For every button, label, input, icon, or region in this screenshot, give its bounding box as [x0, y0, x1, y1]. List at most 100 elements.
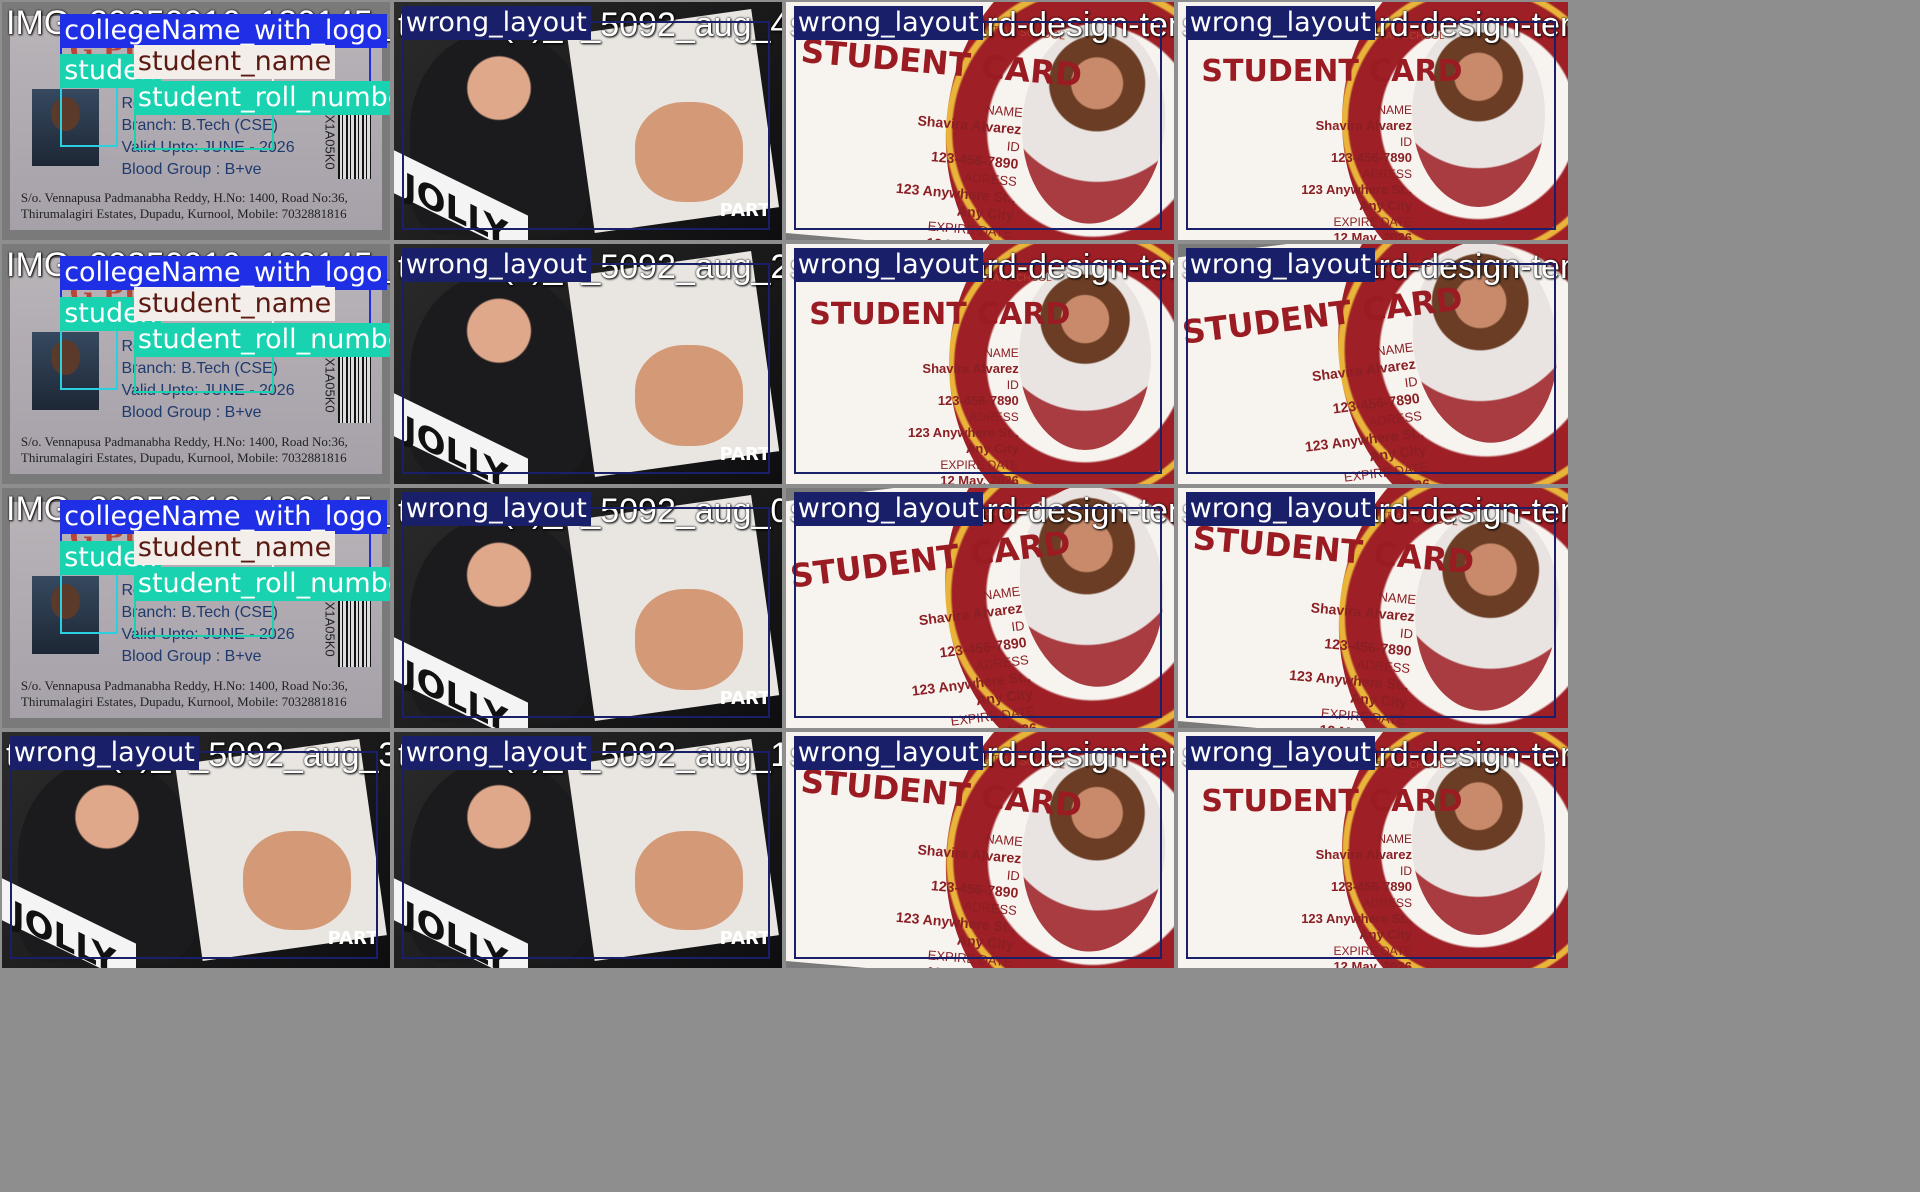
student-card-template: SEFTIAN SCHOOL STUDENT CARD NAME Shavira Al… [1178, 732, 1568, 968]
photo-bbox [60, 85, 119, 148]
image-tile[interactable]: JOLLYPARTthumb (6)_0_5092_aug_0.jpgwrong… [394, 488, 782, 728]
student-photo [32, 89, 100, 167]
image-tile[interactable]: G.PULLAREDDYRoll No:229X1A05K0Branch: B.… [2, 244, 390, 484]
card-info-name: Shavira Alvarez [922, 360, 1019, 376]
address-text: S/o. Vennapusa Padmanabha Reddy, H.No: 1… [20, 677, 348, 709]
wrong-layout-label: wrong_layout [401, 6, 591, 40]
student-portrait [1412, 21, 1545, 207]
wrong-layout-label: wrong_layout [1185, 492, 1375, 526]
card-info-name: Shavira Alvarez [1315, 117, 1412, 133]
card-title: STUDENT CARD [1201, 54, 1463, 90]
card-info-addr-label: ADRESS [1362, 896, 1412, 911]
card-info-id-label: ID [1399, 134, 1412, 149]
card-info-name: Shavira Alvarez [1315, 847, 1412, 863]
card-info-id-label: ID [1006, 377, 1019, 392]
card-info-addr: 123 Anywhere St., Any City [1301, 911, 1412, 943]
college-label: collegeName_with_logo [60, 500, 387, 534]
roll-label: student_roll_number [133, 323, 390, 358]
card-info-addr-label: ADRESS [969, 409, 1019, 424]
student-photo [32, 575, 100, 654]
image-tile[interactable]: SEFTIAN SCHOOL STUDENT CARD NAME Shavira Al… [1178, 244, 1568, 484]
image-tile[interactable]: JOLLYPARTthumb (6)_0_5092_aug_4.jpgwrong… [394, 2, 782, 240]
id-detail-valid: Valid Upto: JUNE - 2026 [121, 382, 295, 400]
wrong-layout-label: wrong_layout [401, 492, 591, 526]
id-detail-branch: Branch: B.Tech (CSE) [121, 360, 278, 378]
wrong-layout-bbox [401, 263, 771, 475]
card-info: NAME Shavira Alvarez ID 123-456-7890 ADRESS 1… [1279, 102, 1412, 240]
wrong-layout-label: wrong_layout [1185, 6, 1375, 40]
student-portrait [1412, 750, 1545, 935]
wrong-layout-label: wrong_layout [1185, 248, 1375, 282]
card-face [242, 831, 352, 931]
id-detail-valid: Valid Upto: JUNE - 2026 [121, 626, 295, 644]
name-label: student_name [133, 44, 336, 79]
id-detail-branch: Branch: B.Tech (CSE) [121, 117, 278, 135]
wrong-layout-bbox [793, 263, 1163, 475]
wrong-layout-label: wrong_layout [793, 248, 983, 282]
image-tile[interactable]: SEFTIAN SCHOOL STUDENT CARD NAME Shavira Al… [786, 244, 1174, 484]
image-tile[interactable]: SEFTIAN SCHOOL STUDENT CARD NAME Shavira Al… [786, 732, 1174, 968]
wrong-layout-label: wrong_layout [401, 248, 591, 282]
wrong-layout-bbox [9, 750, 379, 959]
id-detail-blood: Blood Group : B+ve [121, 404, 262, 422]
college-label: collegeName_with_logo [60, 256, 387, 290]
wrong-layout-label: wrong_layout [793, 736, 983, 770]
wrong-layout-bbox [1185, 507, 1557, 719]
image-tile[interactable]: G.PULLAREDDYRoll No:229X1A05K0Branch: B.… [2, 488, 390, 728]
image-tile[interactable]: G.PULLAREDDYRoll No:229X1A05K0Branch: B.… [2, 2, 390, 240]
photo-bbox [60, 328, 119, 391]
wrong-layout-bbox [1185, 21, 1557, 231]
image-tile[interactable]: SEFTIAN SCHOOL STUDENT CARD NAME Shavira Al… [786, 488, 1174, 728]
wrong-layout-bbox [1185, 750, 1557, 959]
card-info-exp-label: EXPIRE DATE [1333, 214, 1412, 229]
id-detail-blood: Blood Group : B+ve [121, 648, 262, 666]
card-info-name-label: NAME [1377, 102, 1412, 117]
address-text: S/o. Vennapusa Padmanabha Reddy, H.No: 1… [20, 433, 348, 465]
part-text: PART [327, 928, 379, 950]
id-detail-blood: Blood Group : B+ve [121, 161, 262, 179]
image-tile[interactable]: JOLLYPARTthumb (6)_0_5092_aug_3.jpgwrong… [2, 732, 390, 968]
wrong-layout-bbox [401, 21, 771, 231]
wrong-layout-label: wrong_layout [401, 736, 591, 770]
card-info-name-label: NAME [1377, 832, 1412, 847]
roll-label: student_roll_number [133, 567, 390, 602]
card-info-exp: 12 May, 2026 [940, 472, 1019, 484]
wrong-layout-bbox [401, 507, 771, 719]
card-info-exp-label: EXPIRE DATE [1333, 944, 1412, 959]
image-tile[interactable]: SEFTIAN SCHOOL STUDENT CARD NAME Shavira Al… [1178, 2, 1568, 240]
card-face [634, 101, 744, 202]
meme-image: JOLLY PART [394, 244, 782, 484]
part-text: PART [719, 928, 771, 950]
student-portrait [1018, 263, 1151, 451]
card-info-addr-label: ADRESS [1362, 166, 1412, 181]
card-info-addr: 123 Anywhere St., Any City [907, 424, 1019, 456]
image-tile[interactable]: SEFTIAN SCHOOL STUDENT CARD NAME Shavira Al… [1178, 732, 1568, 968]
wrong-layout-bbox [401, 750, 771, 959]
school-name: SEFTIAN SCHOOL [964, 272, 1052, 284]
card-info-id: 123-456-7890 [937, 392, 1019, 408]
college-label: collegeName_with_logo [60, 13, 387, 48]
card-face [634, 831, 744, 931]
student-card-template: SEFTIAN SCHOOL STUDENT CARD NAME Shavira Al… [1178, 2, 1568, 240]
image-tile[interactable]: JOLLYPARTthumb (6)_0_5092_aug_2.jpgwrong… [394, 244, 782, 484]
meme-image: JOLLY PART [394, 732, 782, 968]
id-detail-branch: Branch: B.Tech (CSE) [121, 604, 278, 622]
card-info-exp-label: EXPIRE DATE [940, 457, 1019, 472]
student-card-template: SEFTIAN SCHOOL STUDENT CARD NAME Shavira Al… [786, 244, 1174, 484]
part-text: PART [719, 199, 771, 221]
school-name: SEFTIAN SCHOOL [1357, 30, 1445, 42]
card-info-exp: 12 May, 2026 [1333, 959, 1412, 968]
image-tile[interactable]: SEFTIAN SCHOOL STUDENT CARD NAME Shavira Al… [786, 2, 1174, 240]
wrong-layout-label: wrong_layout [9, 736, 199, 770]
card-info-id: 123-456-7890 [1331, 879, 1412, 895]
image-tile[interactable]: SEFTIAN SCHOOL STUDENT CARD NAME Shavira Al… [1178, 488, 1568, 728]
photo-bbox [60, 572, 119, 635]
address-text: S/o. Vennapusa Padmanabha Reddy, H.No: 1… [20, 189, 348, 221]
card-face [634, 588, 744, 690]
card-title: STUDENT CARD [1201, 783, 1463, 819]
meme-image: JOLLY PART [2, 732, 390, 968]
roll-label: student_roll_number [133, 80, 390, 115]
card-info-name-label: NAME [984, 345, 1019, 360]
image-tile[interactable]: JOLLYPARTthumb (6)_0_5092_aug_1.jpgwrong… [394, 732, 782, 968]
